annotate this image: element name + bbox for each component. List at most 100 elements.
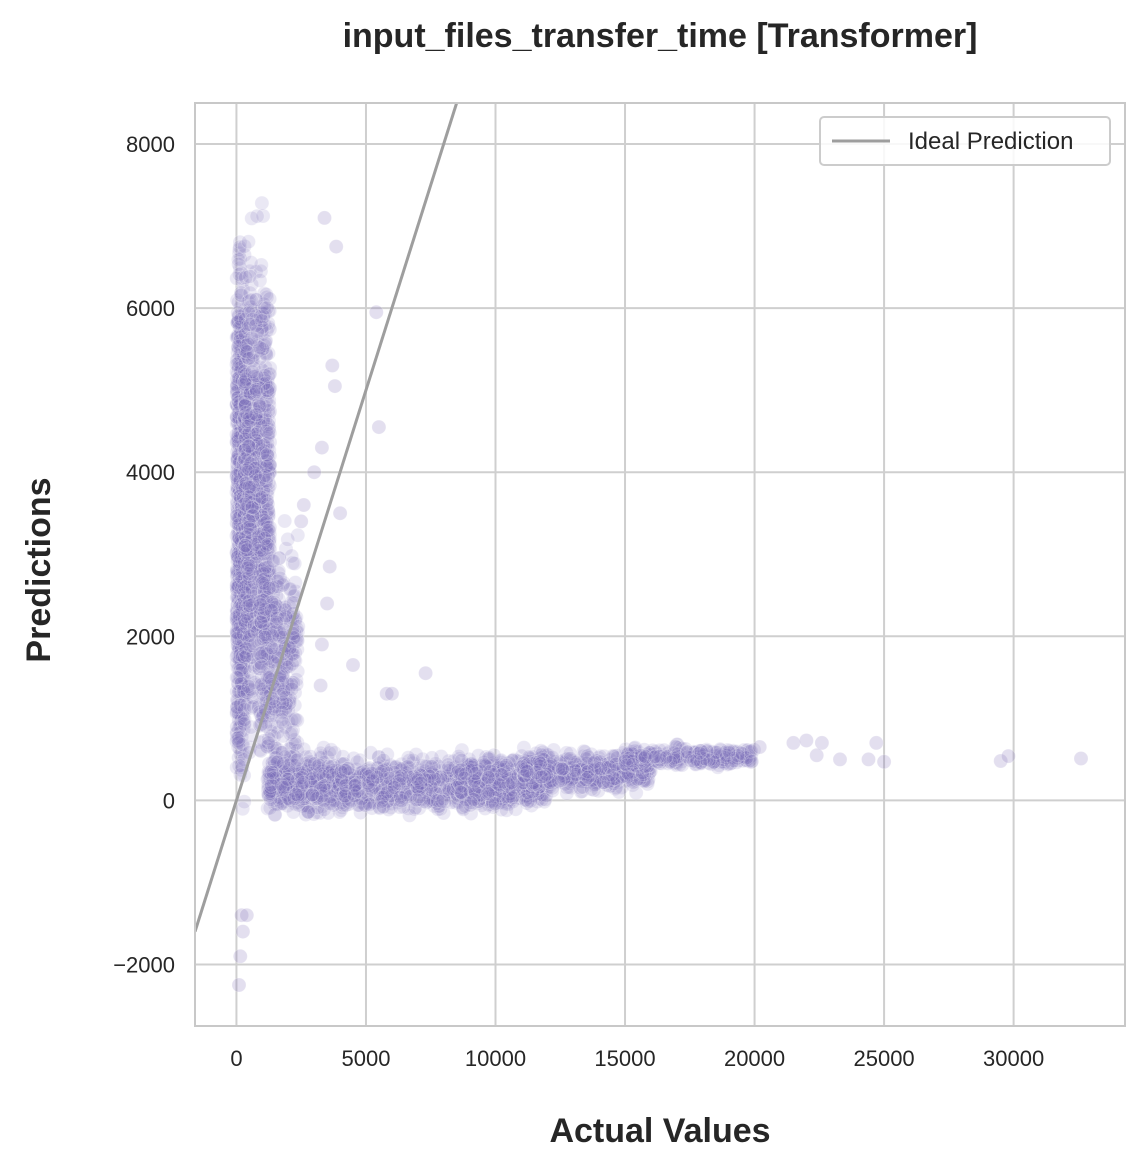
- scatter-point: [231, 593, 247, 609]
- scatter-point: [233, 661, 249, 676]
- scatter-point: [229, 602, 245, 618]
- scatter-point: [229, 578, 244, 593]
- scatter-point: [480, 770, 496, 785]
- scatter-point: [231, 512, 247, 528]
- scatter-point: [234, 686, 250, 701]
- scatter-point: [236, 528, 252, 544]
- scatter-point: [409, 771, 425, 787]
- scatter-point: [232, 471, 248, 487]
- scatter-point: [231, 424, 247, 440]
- scatter-point: [237, 454, 253, 470]
- x-tick-labels: 0 5000 10000 15000 20000 25000 30000: [230, 1046, 1044, 1071]
- scatter-point: [233, 558, 249, 574]
- scatter-points: [229, 195, 1089, 993]
- scatter-point: [230, 488, 246, 504]
- scatter-point: [332, 505, 348, 521]
- scatter-point: [231, 538, 247, 554]
- scatter-point: [243, 255, 259, 270]
- scatter-point: [230, 450, 246, 466]
- scatter-point: [284, 681, 300, 697]
- scatter-point: [237, 643, 252, 658]
- scatter-point: [232, 646, 247, 661]
- scatter-point: [231, 696, 247, 711]
- scatter-point: [233, 480, 248, 496]
- scatter-point: [285, 804, 301, 820]
- scatter-point: [233, 622, 249, 638]
- plot-area: [195, 103, 1089, 993]
- scatter-point: [861, 752, 876, 767]
- scatter-point: [233, 529, 249, 545]
- scatter-point: [234, 383, 250, 399]
- scatter-point: [235, 680, 251, 696]
- scatter-point: [237, 612, 253, 628]
- scatter-point: [345, 657, 361, 673]
- scatter-point: [546, 742, 562, 758]
- scatter-point: [260, 735, 276, 751]
- scatter-point: [300, 804, 316, 820]
- scatter-point: [232, 447, 248, 463]
- scatter-point: [284, 656, 300, 672]
- scatter-point: [232, 658, 248, 674]
- scatter-point: [234, 546, 250, 562]
- scatter-point: [231, 438, 247, 454]
- scatter-point: [234, 462, 250, 478]
- scatter-point: [235, 650, 251, 666]
- scatter-point: [230, 314, 246, 330]
- scatter-point: [236, 388, 252, 404]
- scatter-point: [236, 423, 252, 438]
- scatter-point: [234, 577, 249, 593]
- scatter-point: [347, 778, 363, 793]
- scatter-point: [236, 582, 252, 598]
- scatter-point: [233, 657, 249, 673]
- scatter-point: [232, 499, 248, 515]
- scatter-point: [234, 475, 250, 491]
- scatter-point: [229, 397, 245, 413]
- scatter-point: [241, 234, 256, 250]
- scatter-point: [229, 646, 245, 662]
- scatter-point: [386, 780, 402, 795]
- scatter-point: [230, 440, 246, 456]
- scatter-point: [229, 734, 244, 749]
- scatter-point: [234, 395, 250, 411]
- scatter-point: [230, 631, 246, 647]
- scatter-point: [234, 418, 249, 434]
- scatter-point: [235, 520, 251, 536]
- scatter-point: [744, 753, 760, 769]
- scatter-point: [257, 531, 273, 546]
- scatter-point: [463, 795, 479, 810]
- scatter-point: [231, 750, 247, 765]
- scatter-point: [236, 654, 251, 670]
- scatter-point: [234, 575, 250, 590]
- scatter-point: [230, 482, 245, 497]
- scatter-point: [257, 367, 273, 383]
- legend-entry-label: Ideal Prediction: [908, 128, 1073, 155]
- legend: Ideal Prediction: [819, 116, 1111, 166]
- scatter-point: [236, 551, 252, 567]
- scatter-point: [266, 553, 281, 569]
- scatter-point: [418, 665, 434, 681]
- scatter-point: [232, 368, 248, 384]
- scatter-point: [232, 299, 248, 315]
- scatter-point: [611, 784, 627, 800]
- scatter-point: [233, 442, 249, 458]
- scatter-point: [231, 528, 247, 544]
- scatter-point: [234, 380, 250, 396]
- y-tick-label: 4000: [126, 460, 175, 485]
- scatter-point: [233, 640, 249, 656]
- scatter-point: [237, 442, 253, 458]
- scatter-point: [236, 520, 252, 536]
- scatter-point: [252, 398, 268, 414]
- scatter-point: [282, 581, 298, 597]
- scatter-point: [231, 370, 247, 386]
- scatter-point: [234, 610, 250, 625]
- scatter-point: [232, 251, 248, 267]
- scatter-point: [289, 752, 305, 768]
- scatter-point: [230, 525, 246, 541]
- scatter-point: [235, 660, 251, 676]
- scatter-point: [230, 635, 246, 650]
- scatter-point: [238, 462, 254, 478]
- scatter-point: [264, 640, 280, 656]
- scatter-point: [235, 458, 251, 474]
- scatter-point: [236, 631, 252, 647]
- scatter-point: [240, 679, 256, 694]
